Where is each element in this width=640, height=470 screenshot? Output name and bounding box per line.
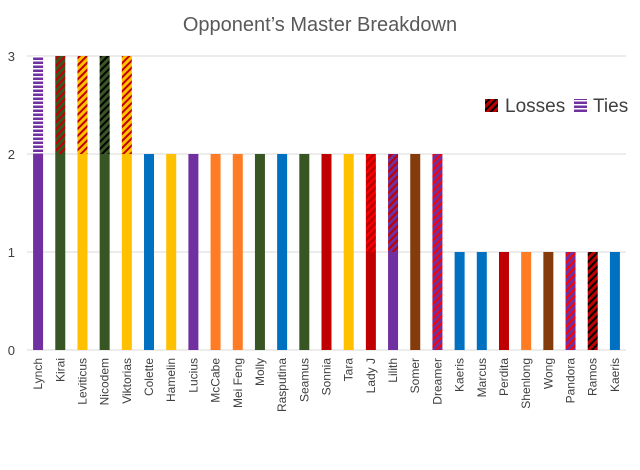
x-tick-label: Lucius (186, 358, 200, 393)
y-tick-label: 1 (8, 245, 15, 260)
x-tick-label: Hamelin (164, 358, 178, 402)
bar-segment (476, 252, 487, 350)
bar-segment (521, 252, 532, 350)
x-tick-label: Leviticus (75, 358, 89, 405)
bar-segment-losses (210, 154, 221, 252)
legend-swatch-ties (574, 99, 587, 112)
x-tick-label: Rasputina (275, 358, 289, 412)
x-axis: Lynch Kirai Leviticus Nicodem Viktorias Colet… (31, 358, 622, 412)
x-tick-label: Molly (253, 358, 267, 386)
x-tick-label: Somer (408, 358, 422, 393)
x-tick-label: Pandora (564, 358, 578, 404)
bar-segment (365, 252, 376, 350)
x-tick-label: Nicodem (98, 358, 112, 405)
x-tick-label: Kaeris (608, 358, 622, 392)
bar-segment-losses (77, 56, 88, 154)
y-axis: 0 1 2 3 (8, 49, 15, 358)
x-tick-label: Lilith (386, 358, 400, 383)
bar-segment (454, 252, 465, 350)
x-tick-label: Ramos (586, 358, 600, 396)
bar-segment-losses (388, 154, 399, 252)
bar-segment (321, 154, 332, 350)
bar-segment (99, 154, 110, 350)
bar-segment (543, 252, 554, 350)
x-tick-label: Kirai (53, 358, 67, 382)
x-tick-label: McCabe (209, 358, 223, 403)
bar-segment (343, 154, 354, 350)
bar-segment (254, 154, 265, 350)
x-tick-label: Marcus (475, 358, 489, 397)
y-tick-label: 3 (8, 49, 15, 64)
bar-segment (232, 154, 243, 350)
bar-segment (277, 154, 288, 350)
chart-title: Opponent’s Master Breakdown (183, 14, 457, 36)
bar-segment-losses (99, 56, 110, 154)
x-tick-label: Dreamer (430, 358, 444, 405)
bar-segment-losses (565, 252, 576, 350)
bar-segment (33, 154, 44, 350)
x-tick-label: Lynch (31, 358, 45, 390)
x-tick-label: Wong (541, 358, 555, 389)
bar-segment (210, 252, 221, 350)
bar-segment (77, 154, 88, 350)
bar-segment-ties (33, 56, 44, 154)
x-tick-label: Mei Feng (231, 358, 245, 408)
bar-segment (609, 252, 620, 350)
x-tick-label: Tara (342, 358, 356, 382)
y-tick-label: 0 (8, 343, 15, 358)
bar-segment (388, 252, 399, 350)
bar-segment (188, 154, 199, 350)
bar-segment (121, 154, 132, 350)
bar-segment (498, 252, 509, 350)
bar-segment (55, 154, 66, 350)
legend-label-losses: Losses (505, 96, 565, 117)
x-tick-label: Shenlong (519, 358, 533, 409)
legend-swatch-losses (485, 99, 498, 112)
bars (33, 56, 620, 350)
bar-segment-losses (55, 56, 66, 154)
bar-segment-losses (432, 154, 443, 350)
bar-segment (166, 154, 177, 350)
bar-segment-losses (587, 252, 598, 350)
x-tick-label: Lady J (364, 358, 378, 393)
x-tick-label: Seamus (297, 358, 311, 402)
legend-label-ties: Ties (593, 96, 628, 117)
x-tick-label: Perdita (497, 358, 511, 396)
bar-segment (299, 154, 310, 350)
bar-segment-losses (121, 56, 132, 154)
bar-segment (410, 154, 421, 350)
bar-segment-losses (365, 154, 376, 252)
x-tick-label: Viktorias (120, 358, 134, 404)
x-tick-label: Sonnia (320, 358, 334, 396)
x-tick-label: Colette (142, 358, 156, 396)
x-tick-label: Kaeris (453, 358, 467, 392)
bar-segment (144, 154, 155, 350)
y-tick-label: 2 (8, 147, 15, 162)
legend: Losses Ties (485, 96, 628, 117)
